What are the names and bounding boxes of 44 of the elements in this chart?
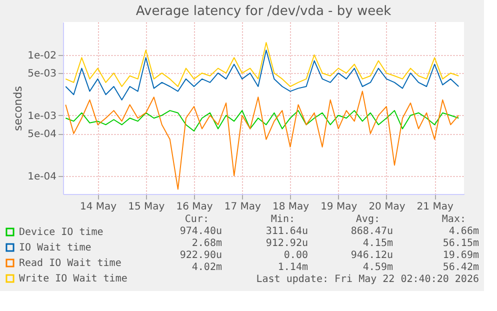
line-series (65, 90, 460, 190)
legend-label: IO Wait time (19, 242, 92, 254)
y-tick-label: 5e-04 (28, 129, 56, 140)
y-tick-label: 1e-03 (28, 110, 56, 122)
text: Avg: (356, 214, 380, 225)
text: 4.59m (362, 262, 393, 273)
text: 19.69m (442, 250, 479, 261)
text: 0.00 (284, 250, 308, 261)
text: 974.40u (180, 226, 222, 237)
x-tick-label: 17 May (224, 202, 261, 212)
chart-title: Average latency for /dev/vda - by week (136, 4, 392, 19)
text: 4.66m (448, 226, 479, 237)
text: Last update: Fri May 22 02:40:20 2026 (256, 274, 479, 285)
text: 2.68m (192, 238, 222, 249)
x-tick-label: 21 May (416, 202, 454, 212)
legend-label: Write IO Wait time (19, 274, 128, 284)
y-axis-title: seconds (12, 86, 25, 131)
x-tick-label: 16 May (176, 202, 213, 212)
text: 868.47u (350, 226, 393, 237)
legend-label: Read IO Wait time (19, 258, 122, 269)
text: 4.02m (192, 262, 222, 273)
text: 56.15m (442, 238, 479, 249)
x-tick-label: 19 May (320, 202, 358, 212)
line-series (65, 42, 460, 87)
text: 311.64u (266, 226, 308, 237)
x-tick-label: 15 May (128, 202, 165, 212)
y-tick-label: 1e-04 (28, 171, 56, 182)
text: 946.12u (350, 250, 393, 261)
x-tick-label: 20 May (368, 202, 406, 212)
text: 56.42m (442, 262, 479, 273)
x-tick-label: 14 May (80, 202, 117, 212)
text: 922.90u (180, 250, 222, 261)
x-tick-label: 18 May (272, 202, 310, 212)
text: Cur: (184, 214, 209, 225)
y-tick-label: 5e-03 (28, 68, 56, 80)
text: Min: (270, 214, 295, 225)
text: 912.92u (266, 238, 308, 249)
line-series (65, 110, 460, 132)
text: 1.14m (278, 262, 308, 273)
line-series (65, 50, 460, 100)
text: Max: (442, 214, 466, 225)
y-tick-label: 1e-02 (28, 50, 56, 62)
text: 4.15m (362, 238, 393, 249)
legend-label: Device IO time (19, 227, 104, 238)
